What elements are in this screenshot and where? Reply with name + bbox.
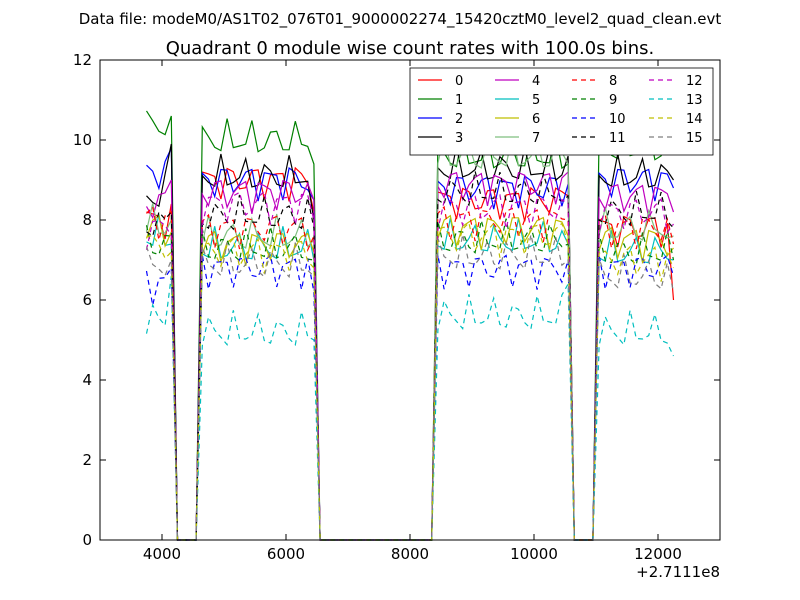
figure-suptitle: Data file: modeM0/AS1T02_076T01_90000022… — [79, 10, 722, 29]
legend-box — [409, 67, 714, 156]
legend-label-14: 14 — [686, 112, 703, 127]
x-tick-label: 8000 — [391, 545, 429, 563]
x-tick-label: 12000 — [634, 545, 682, 563]
x-tick-label: 10000 — [510, 545, 558, 563]
series-line-11 — [146, 170, 674, 541]
legend-label-7: 7 — [532, 131, 540, 146]
legend-label-12: 12 — [686, 74, 703, 89]
axes-frame — [99, 59, 721, 541]
legend-label-1: 1 — [455, 93, 463, 108]
legend-label-10: 10 — [609, 112, 626, 127]
legend-label-4: 4 — [532, 74, 540, 89]
legend-label-9: 9 — [609, 93, 617, 108]
legend-label-6: 6 — [532, 112, 540, 127]
legend-label-3: 3 — [455, 131, 463, 146]
legend-label-2: 2 — [455, 112, 463, 127]
legend-label-15: 15 — [686, 131, 703, 146]
legend-label-5: 5 — [532, 93, 540, 108]
legend-label-8: 8 — [609, 74, 617, 89]
x-offset-label: +2.7111e8 — [636, 563, 720, 581]
series-line-14 — [146, 221, 675, 541]
chart-title: Quadrant 0 module wise count rates with … — [166, 38, 655, 59]
legend-label-0: 0 — [455, 74, 463, 89]
legend-label-13: 13 — [686, 93, 703, 108]
y-tick-label: 8 — [82, 211, 92, 229]
legend-label-11: 11 — [609, 131, 626, 146]
x-tick-label: 6000 — [267, 545, 305, 563]
x-tick-label: 4000 — [143, 545, 181, 563]
y-tick-label: 4 — [82, 371, 92, 389]
y-tick-label: 0 — [82, 531, 92, 549]
y-tick-label: 12 — [73, 51, 92, 69]
y-tick-label: 6 — [82, 291, 92, 309]
y-tick-label: 2 — [82, 451, 92, 469]
y-tick-label: 10 — [73, 131, 92, 149]
